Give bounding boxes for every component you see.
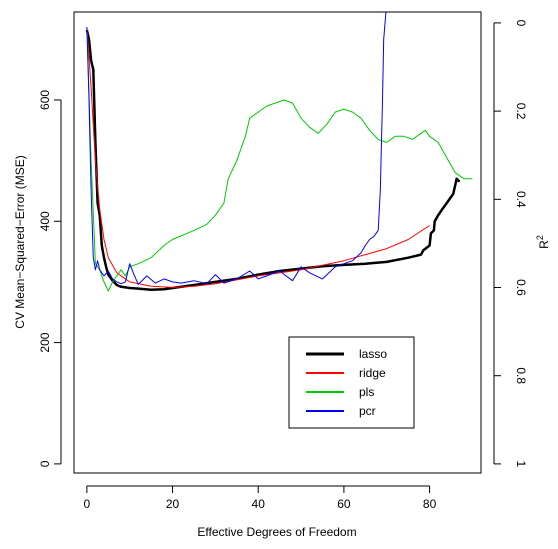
x-tick-label: 0 (84, 497, 91, 511)
x-axis-title: Effective Degrees of Freedom (197, 525, 356, 539)
axes-layer: 0 20 40 60 80 0 200 400 600 0 0.2 0.4 0.6 0.8 1 (38, 20, 528, 511)
x-tick-label: 60 (337, 497, 351, 511)
series-line-ridge (86, 27, 430, 288)
y2-tick-label: 0.6 (514, 279, 528, 296)
legend-label-pcr: pcr (359, 404, 376, 418)
series-layer (85, 12, 473, 292)
legend: lasso ridge pls pcr (288, 336, 415, 429)
y2-axis-title-base: R (537, 240, 551, 249)
legend-label-ridge: ridge (359, 366, 386, 380)
legend-label-pls: pls (359, 385, 374, 399)
x-tick-label: 80 (423, 497, 437, 511)
y-tick-label: 600 (38, 90, 52, 110)
y2-axis-title-sup: 2 (535, 235, 545, 240)
y-axis-title: CV Mean−Squared−Error (MSE) (13, 155, 27, 328)
y-tick-label: 400 (38, 211, 52, 231)
x-tick-label: 20 (166, 497, 180, 511)
legend-box (288, 336, 415, 429)
y2-tick-label: 0.4 (514, 191, 528, 208)
x-tick-label: 40 (252, 497, 266, 511)
y2-tick-label: 0.2 (514, 103, 528, 120)
y-tick-label: 0 (38, 460, 52, 467)
y2-axis-title: R2 (535, 235, 551, 249)
series-line-pcr (86, 12, 387, 285)
series-line-pls (86, 27, 473, 292)
y2-tick-label: 0 (514, 20, 528, 27)
y2-tick-label: 0.8 (514, 367, 528, 384)
y-tick-label: 200 (38, 332, 52, 352)
y2-tick-label: 1 (514, 461, 528, 468)
plot-frame (73, 11, 482, 474)
series-line-lasso (85, 29, 461, 292)
legend-label-lasso: lasso (359, 347, 387, 361)
